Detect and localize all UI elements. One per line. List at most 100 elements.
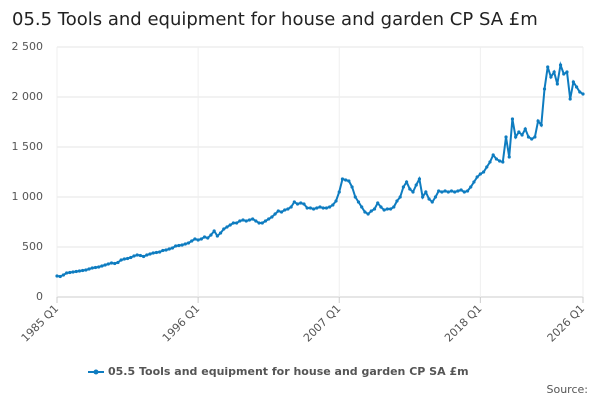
point (273, 212, 277, 216)
x-tick-label: 2018 Q1 (442, 302, 485, 345)
y-tick-label: 0 (36, 290, 43, 303)
point (138, 253, 142, 258)
point (161, 248, 165, 253)
point (158, 250, 162, 254)
point (324, 206, 329, 210)
point (565, 70, 569, 74)
point (398, 195, 402, 199)
point (328, 205, 332, 209)
point (321, 206, 325, 210)
point (408, 187, 412, 191)
y-tick-label: 2 000 (12, 90, 44, 103)
point (510, 117, 515, 121)
point (539, 123, 543, 127)
point (549, 75, 553, 79)
point (286, 207, 290, 211)
point (433, 195, 438, 199)
point (530, 137, 534, 141)
point (376, 201, 380, 205)
point (81, 268, 85, 273)
point (103, 263, 107, 267)
point (517, 130, 521, 134)
point (215, 234, 219, 238)
point (350, 185, 354, 189)
point (308, 206, 312, 210)
point (446, 190, 450, 194)
point (331, 203, 335, 207)
point (440, 190, 444, 194)
point (206, 236, 210, 240)
chart-title: 05.5 Tools and equipment for house and g… (12, 9, 538, 30)
point (520, 133, 524, 137)
point (154, 250, 159, 255)
point (125, 256, 130, 261)
point (337, 190, 341, 194)
y-tick-label: 2 500 (12, 40, 44, 53)
point (141, 254, 146, 259)
point (462, 190, 466, 194)
point (71, 270, 75, 274)
point (571, 80, 575, 84)
point (135, 253, 139, 257)
point (90, 266, 94, 270)
point (555, 82, 559, 86)
point (568, 97, 572, 101)
point (475, 175, 479, 179)
point (292, 200, 296, 204)
point (116, 260, 120, 265)
point (93, 265, 98, 270)
source: Source: (547, 383, 589, 396)
point (507, 155, 511, 159)
point (199, 237, 203, 241)
point (251, 217, 255, 221)
point (311, 207, 316, 211)
point (334, 199, 338, 203)
point (430, 200, 434, 204)
point (122, 257, 126, 261)
point (299, 201, 303, 205)
point (228, 223, 232, 227)
point (501, 160, 505, 164)
legend-label: 05.5 Tools and equipment for house and g… (108, 365, 469, 378)
point (84, 268, 88, 272)
point (498, 159, 502, 163)
point (222, 227, 226, 231)
point (238, 219, 242, 223)
point (276, 209, 280, 213)
point (241, 218, 245, 222)
point (552, 70, 556, 74)
point (478, 172, 482, 176)
point (65, 271, 69, 275)
point (488, 160, 492, 164)
point (353, 195, 357, 199)
point (109, 261, 114, 265)
x-tick-label: 2007 Q1 (301, 302, 344, 345)
legend-marker (93, 369, 99, 375)
point (542, 87, 547, 91)
point (174, 244, 178, 248)
y-tick-label: 1 500 (12, 140, 44, 153)
point (260, 221, 264, 225)
point (55, 274, 59, 278)
point (167, 247, 171, 251)
point (77, 269, 82, 273)
point (581, 92, 585, 96)
point (404, 180, 409, 184)
point (151, 251, 155, 255)
point (129, 255, 133, 260)
point (164, 248, 168, 252)
point (356, 200, 361, 204)
point (401, 185, 405, 189)
point (485, 165, 489, 169)
point (97, 265, 101, 269)
point (170, 246, 175, 250)
point (449, 189, 454, 193)
point (369, 209, 373, 213)
point (247, 218, 252, 222)
point (145, 253, 149, 257)
point (421, 195, 425, 199)
point (347, 179, 351, 183)
x-tick-label: 1996 Q1 (160, 302, 203, 345)
point (411, 190, 415, 194)
